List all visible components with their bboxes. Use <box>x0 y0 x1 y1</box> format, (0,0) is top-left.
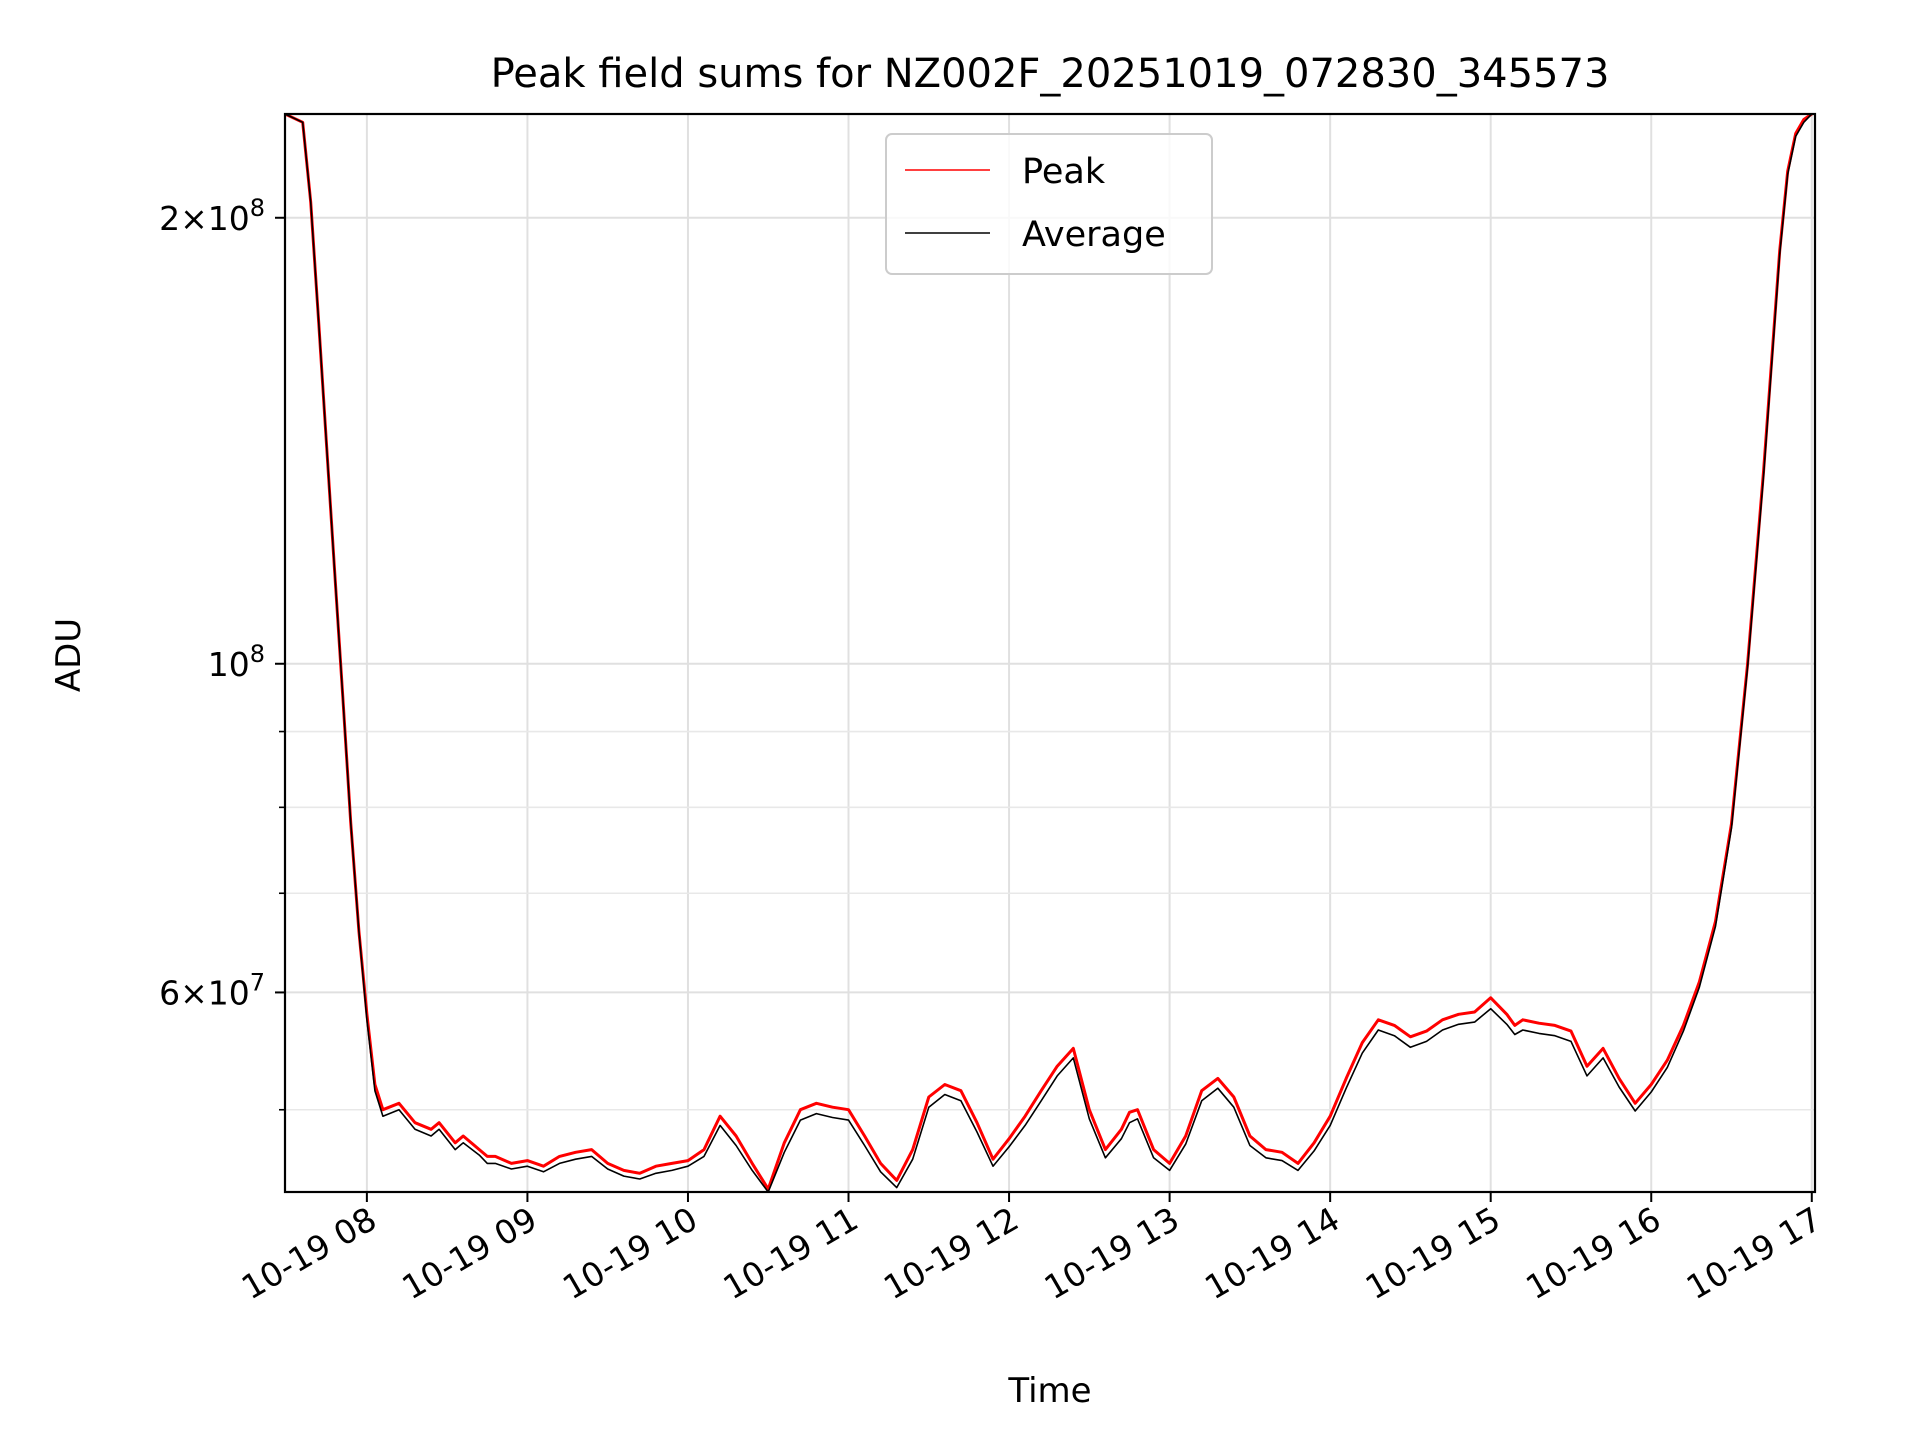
legend: Peak Average <box>885 133 1213 275</box>
x-axis-label: Time <box>1007 1371 1091 1411</box>
y-tick-label: 108 <box>208 640 265 684</box>
legend-average-label: Average <box>1022 215 1166 255</box>
chart-title: Peak field sums for NZ002F_20251019_0728… <box>491 51 1610 97</box>
series-line-peak <box>285 114 1813 1191</box>
y-axis-label: ADU <box>49 618 89 692</box>
legend-peak-label: Peak <box>1022 152 1106 192</box>
plot-frame <box>283 112 1817 1194</box>
legend-box <box>885 133 1213 275</box>
y-tick-label: 2×108 <box>159 194 265 238</box>
series-line-average <box>285 114 1813 1192</box>
y-tick-label: 6×107 <box>159 968 265 1012</box>
series-layer <box>285 114 1813 1192</box>
grid-layer <box>285 114 1815 1192</box>
